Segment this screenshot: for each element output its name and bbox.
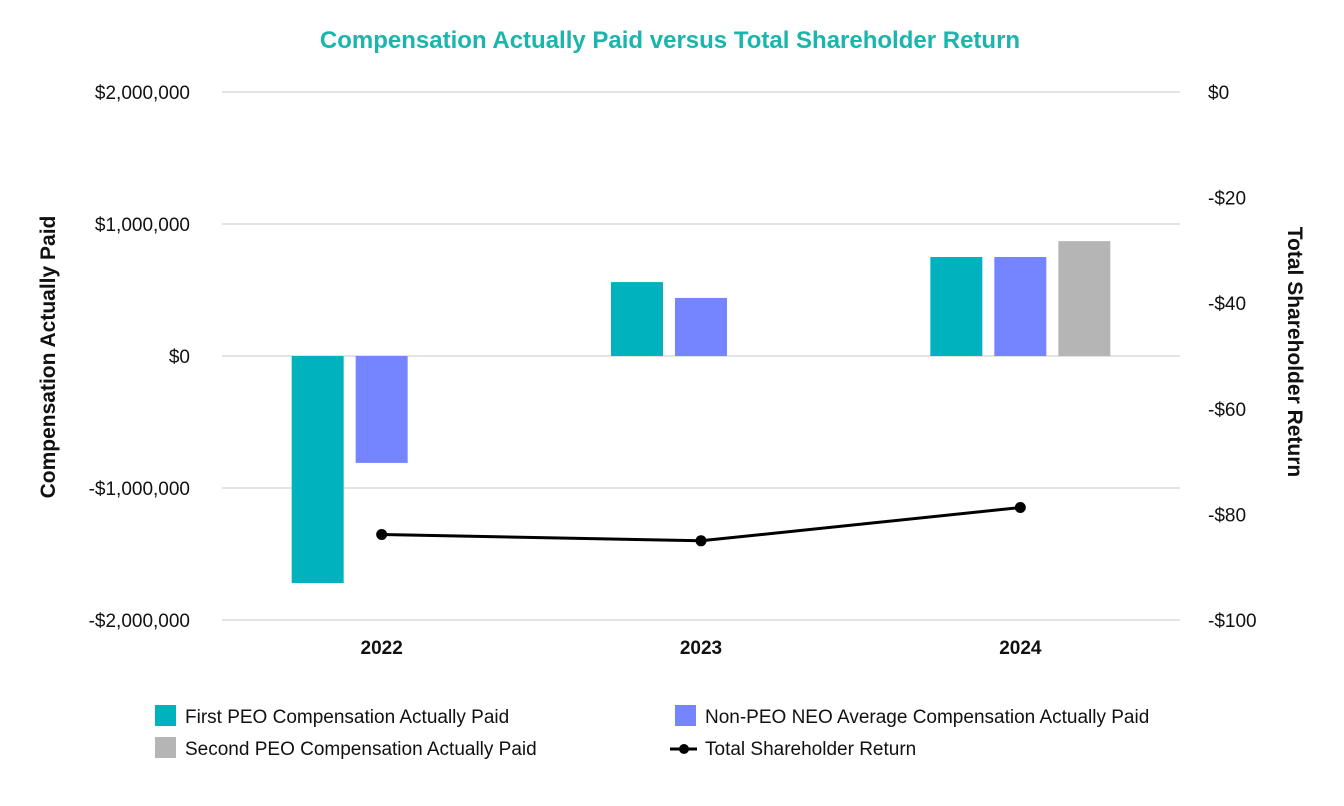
- bars: [291, 241, 1111, 584]
- y-tick-label: $1,000,000: [95, 215, 190, 236]
- tsr-point-2023: [695, 535, 707, 547]
- y-tick-label: $0: [169, 347, 190, 368]
- x-tick-label: 2022: [361, 638, 403, 659]
- right-axis-title: Total Shareholder Return: [1283, 227, 1306, 477]
- bar-2-2024: [994, 257, 1047, 356]
- y2-tick-label: -$20: [1208, 189, 1246, 210]
- legend-label: Non-PEO NEO Average Compensation Actuall…: [705, 707, 1149, 728]
- x-tick-label: 2023: [680, 638, 722, 659]
- right-axis-ticks: $0 -$20 -$40 -$60 -$80 -$100: [1208, 83, 1257, 632]
- legend-label: Total Shareholder Return: [705, 739, 916, 760]
- tsr-line: [376, 502, 1026, 547]
- legend: First PEO Compensation Actually Paid Non-…: [155, 705, 1149, 760]
- legend-marker: [679, 744, 689, 754]
- bar-3-2024: [1058, 241, 1111, 356]
- y2-tick-label: -$100: [1208, 611, 1257, 632]
- left-axis-ticks: $2,000,000 $1,000,000 $0 -$1,000,000 -$2,000…: [89, 83, 190, 632]
- legend-label: First PEO Compensation Actually Paid: [185, 707, 509, 728]
- legend-label: Second PEO Compensation Actually Paid: [185, 739, 537, 760]
- y-tick-label: $2,000,000: [95, 83, 190, 104]
- bar-2-2023: [675, 297, 727, 356]
- tsr-point-2022: [376, 528, 388, 540]
- bar-1-2024: [930, 257, 983, 356]
- left-axis-title: Compensation Actually Paid: [37, 216, 60, 499]
- bar-2-2022: [355, 356, 408, 463]
- category-labels: 2022 2023 2024: [361, 638, 1042, 659]
- x-tick-label: 2024: [999, 638, 1042, 659]
- y2-tick-label: -$60: [1208, 400, 1246, 421]
- y2-tick-label: -$80: [1208, 505, 1246, 526]
- legend-swatch: [155, 705, 176, 726]
- bar-1-2022: [291, 356, 344, 584]
- bar-1-2023: [611, 282, 663, 356]
- legend-swatch: [675, 705, 696, 726]
- legend-swatch: [155, 737, 176, 758]
- y-tick-label: -$2,000,000: [89, 611, 190, 632]
- y2-tick-label: -$40: [1208, 294, 1246, 315]
- y-tick-label: -$1,000,000: [89, 479, 190, 500]
- chart-title: Compensation Actually Paid versus Total …: [320, 27, 1020, 54]
- tsr-point-2024: [1014, 502, 1026, 514]
- y2-tick-label: $0: [1208, 83, 1229, 104]
